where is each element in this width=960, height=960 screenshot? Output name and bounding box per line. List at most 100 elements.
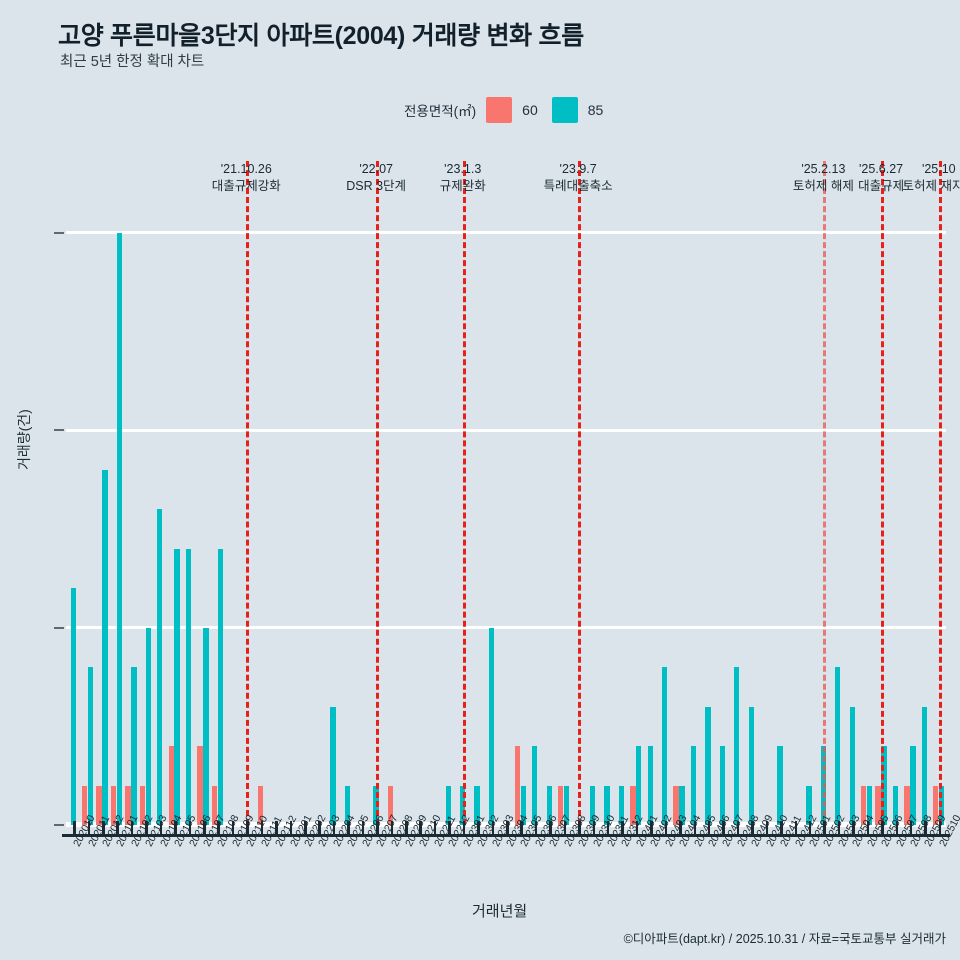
bar-85[interactable] [185,548,192,825]
event-line-202506 [881,161,885,825]
bar-group [181,209,195,825]
bar-85[interactable] [705,706,711,825]
x-tick [361,821,365,834]
x-tick [520,821,523,834]
bar-85[interactable] [806,785,812,825]
bar-group [903,209,917,825]
bar-60[interactable] [139,785,146,825]
bar-85[interactable] [217,548,224,825]
bar-85[interactable] [679,785,685,825]
bar-85[interactable] [488,627,495,825]
bar-85[interactable] [910,746,916,825]
bar-60[interactable] [514,746,521,825]
x-tick [549,821,552,834]
bar-60[interactable] [904,785,910,825]
bar-85[interactable] [460,785,466,825]
y-tick-mark [54,231,64,234]
event-line-202309 [578,161,582,825]
legend-label-85: 85 [587,102,604,118]
x-tick [606,821,610,834]
bar-85[interactable] [157,509,163,825]
bar-85[interactable] [589,785,596,825]
bar-60[interactable] [861,785,867,825]
y-tick-mark [54,824,64,826]
bar-group [773,209,787,825]
bar-85[interactable] [690,746,697,825]
bar-85[interactable] [373,785,379,825]
bar-85[interactable] [520,785,527,825]
bar-60[interactable] [673,785,679,825]
x-tick [794,821,798,834]
x-tick [736,821,740,834]
bar-60[interactable] [211,785,218,825]
bar-60[interactable] [875,785,881,825]
bar-60[interactable] [630,785,636,825]
bar-60[interactable] [258,785,264,825]
bar-85[interactable] [546,785,552,825]
x-tick [751,821,754,834]
bar-group [124,209,138,825]
bar-60[interactable] [197,746,203,825]
bar-group [210,209,224,825]
bar-85[interactable] [618,785,625,825]
bar-group [528,209,542,825]
bar-85[interactable] [662,667,668,825]
annotation-date: '25.6.27 [859,162,904,176]
legend-label-60: 60 [522,102,538,118]
bar-85[interactable] [734,667,740,825]
bar-60[interactable] [82,785,88,825]
bar-85[interactable] [835,667,841,825]
bar-85[interactable] [777,746,783,825]
bar-60[interactable] [387,785,394,825]
event-line-202110 [246,161,250,825]
bar-85[interactable] [174,548,180,825]
bar-85[interactable] [116,232,123,825]
bar-85[interactable] [474,785,480,825]
bar-group [917,209,931,825]
bar-85[interactable] [892,785,899,825]
bar-60[interactable] [96,785,102,825]
x-tick [318,821,321,834]
x-tick [231,821,235,834]
bar-85[interactable] [344,785,350,825]
x-tick [563,821,567,834]
bar-85[interactable] [445,785,451,825]
bar-85[interactable] [532,746,538,825]
bar-85[interactable] [647,746,653,825]
bar-85[interactable] [145,627,151,825]
bar-85[interactable] [131,667,137,825]
x-axis-line [62,834,950,837]
bar-85[interactable] [820,746,827,825]
bar-85[interactable] [636,746,642,825]
bar-85[interactable] [203,627,209,825]
legend: 전용면적(㎡) 60 85 [404,97,603,123]
bar-85[interactable] [719,746,726,825]
bar-85[interactable] [849,706,855,825]
bar-85[interactable] [102,469,108,825]
x-tick [332,821,336,834]
bar-85[interactable] [866,785,873,825]
bar-group [109,209,123,825]
x-tick [780,821,783,834]
annotation-202309: '23.9.7 특례대출축소 [544,161,613,195]
bar-85[interactable] [604,785,610,825]
bar-group [701,209,715,825]
y-tick-mark [54,429,64,432]
bar-85[interactable] [87,667,94,825]
x-tick [275,821,278,834]
bar-85[interactable] [563,785,570,825]
bar-85[interactable] [748,706,754,825]
bar-60[interactable] [125,785,131,825]
bar-60[interactable] [558,785,564,825]
bar-group [66,209,80,825]
bar-60[interactable] [168,746,174,825]
bar-group [585,209,599,825]
bar-60[interactable] [933,785,939,825]
bar-group [441,209,455,825]
bar-85[interactable] [921,706,927,825]
bar-85[interactable] [330,706,336,825]
bar-85[interactable] [70,588,76,825]
page-subtitle: 최근 5년 한정 확대 차트 [60,54,205,70]
bar-60[interactable] [110,785,117,825]
